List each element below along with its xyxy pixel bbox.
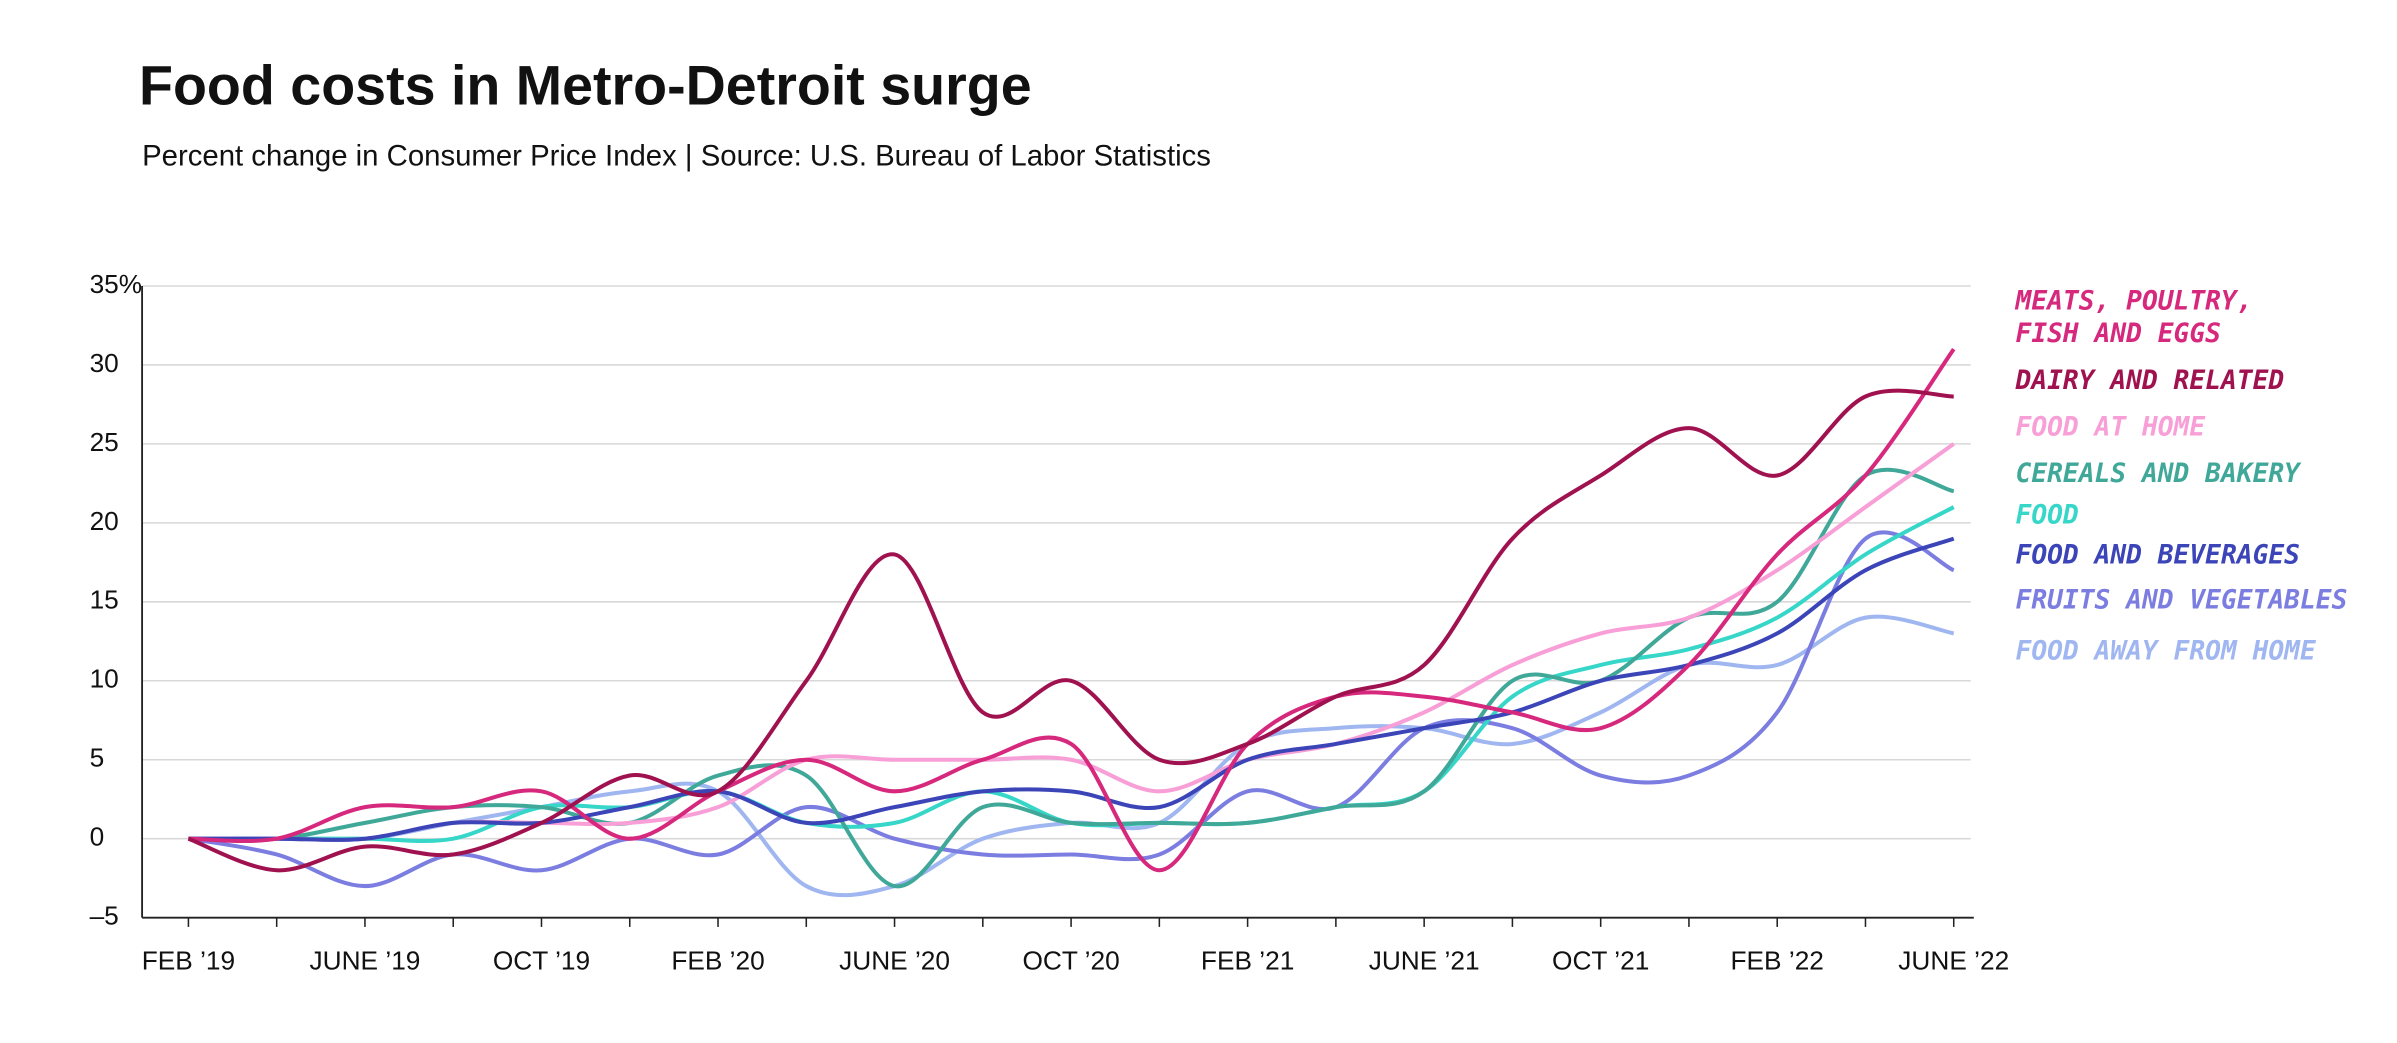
y-tick-label: 20 bbox=[90, 506, 119, 536]
x-tick-label: JUNE ’20 bbox=[839, 945, 950, 975]
y-tick-label: 30 bbox=[90, 348, 119, 378]
legend-entry: MEATS, POULTRY, FISH AND EGGS bbox=[2015, 286, 2253, 348]
series-line bbox=[188, 536, 1955, 842]
x-tick-label: FEB ’20 bbox=[671, 945, 764, 975]
y-tick-label: 25 bbox=[90, 427, 119, 457]
x-tick-label: JUNE ’19 bbox=[310, 945, 421, 975]
legend-entry: DAIRY AND RELATED bbox=[2015, 366, 2285, 396]
legend-entry: FOOD bbox=[2016, 501, 2079, 531]
series-line bbox=[188, 442, 1955, 842]
legend-entry: FOOD AND BEVERAGES bbox=[2016, 541, 2300, 571]
y-tick-label: –5 bbox=[90, 901, 119, 931]
x-tick-label: JUNE ’22 bbox=[1898, 945, 2009, 975]
y-tick-label: 35% bbox=[90, 269, 143, 299]
legend-entry: FRUITS AND VEGETABLES bbox=[2016, 586, 2348, 616]
y-tick-label: 0 bbox=[90, 822, 105, 852]
legend-entry: FOOD AT HOME bbox=[2016, 413, 2207, 443]
x-tick-label: OCT ’19 bbox=[493, 945, 590, 975]
legend-entry: CEREALS AND BAKERY bbox=[2016, 459, 2303, 489]
x-tick-label: FEB ’19 bbox=[142, 945, 235, 975]
x-tick-label: OCT ’20 bbox=[1022, 945, 1119, 975]
series-line bbox=[187, 388, 1954, 873]
legend-entry: FOOD AWAY FROM HOME bbox=[2016, 637, 2317, 667]
y-tick-label: 5 bbox=[90, 743, 105, 773]
y-tick-label: 10 bbox=[90, 664, 119, 694]
y-tick-label: 15 bbox=[90, 585, 119, 615]
x-tick-label: OCT ’21 bbox=[1552, 945, 1649, 975]
series-line bbox=[188, 530, 1955, 889]
x-tick-label: FEB ’21 bbox=[1201, 945, 1294, 975]
chart-subtitle: Percent change in Consumer Price Index |… bbox=[142, 140, 1211, 173]
x-tick-label: FEB ’22 bbox=[1731, 945, 1824, 975]
x-tick-label: JUNE ’21 bbox=[1369, 945, 1480, 975]
chart-title: Food costs in Metro-Detroit surge bbox=[139, 55, 1032, 117]
series-line bbox=[188, 347, 1956, 873]
